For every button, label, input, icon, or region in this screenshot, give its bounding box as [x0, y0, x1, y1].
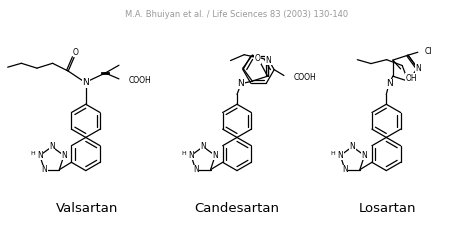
Text: H: H — [182, 151, 186, 156]
Text: Losartan: Losartan — [358, 202, 416, 215]
Text: N: N — [386, 79, 392, 88]
Text: N: N — [362, 151, 367, 160]
Text: N: N — [200, 142, 206, 151]
Text: N: N — [37, 151, 43, 160]
Text: N: N — [416, 64, 421, 73]
Text: H: H — [30, 151, 35, 156]
Text: N: N — [82, 78, 89, 87]
Text: OH: OH — [405, 74, 417, 83]
Text: N: N — [61, 151, 67, 160]
Text: N: N — [337, 151, 343, 160]
Text: Cl: Cl — [425, 47, 432, 56]
Text: O: O — [73, 48, 79, 57]
Text: N: N — [193, 165, 199, 174]
Text: Candesartan: Candesartan — [194, 202, 280, 215]
Text: COOH: COOH — [294, 73, 317, 82]
Text: N: N — [188, 151, 194, 160]
Text: N: N — [212, 151, 218, 160]
Text: H: H — [331, 151, 336, 156]
Text: N: N — [237, 79, 244, 88]
Text: M.A. Bhuiyan et al. / Life Sciences 83 (2003) 130-140: M.A. Bhuiyan et al. / Life Sciences 83 (… — [126, 10, 348, 19]
Text: N: N — [42, 165, 47, 174]
Text: O: O — [255, 54, 261, 63]
Text: N: N — [49, 142, 55, 151]
Text: Valsartan: Valsartan — [55, 202, 118, 215]
Text: N: N — [349, 142, 356, 151]
Text: COOH: COOH — [129, 76, 151, 85]
Text: N: N — [342, 165, 348, 174]
Text: N: N — [265, 56, 272, 65]
